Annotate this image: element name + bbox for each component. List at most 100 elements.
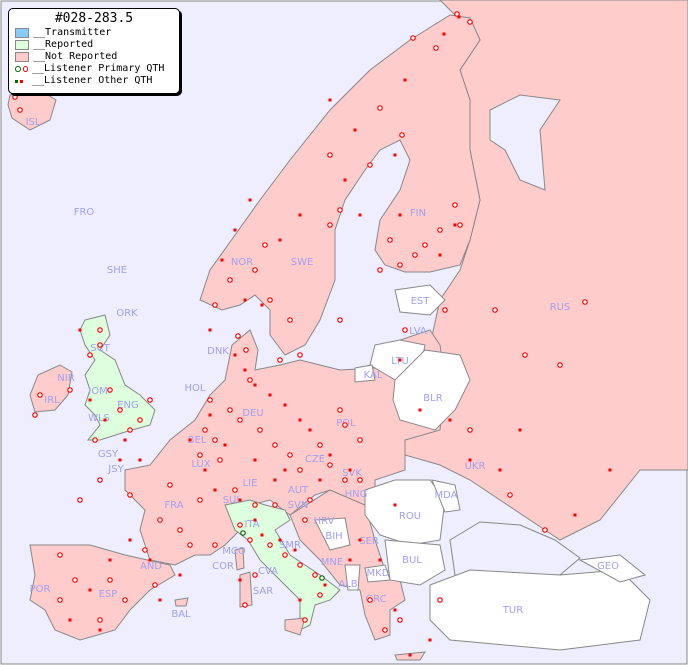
- country-label-bih: BIH: [325, 531, 342, 542]
- listener-primary-qth-marker: [212, 437, 218, 443]
- listener-other-qth-marker: [403, 78, 407, 82]
- listener-other-qth-marker: [393, 608, 397, 612]
- listener-primary-qth-marker: [212, 542, 218, 548]
- listener-primary-qth-marker: [397, 617, 403, 623]
- country-label-smr: SMR: [279, 540, 301, 551]
- legend-label: __Listener Other QTH: [32, 75, 153, 86]
- country-label-geo: GEO: [597, 561, 619, 572]
- listener-primary-qth-marker: [127, 427, 133, 433]
- country-label-sui: SUI: [223, 495, 240, 506]
- legend-label: __Listener Primary QTH: [32, 63, 165, 74]
- listener-primary-qth-marker: [327, 152, 333, 158]
- country-label-hng: HNG: [345, 489, 368, 500]
- listener-other-qth-marker: [457, 15, 461, 19]
- estonia-region: [394, 284, 446, 316]
- country-label-ork: ORK: [116, 308, 138, 319]
- listener-primary-qth-marker: [17, 107, 23, 113]
- country-label-mco: MCO: [222, 546, 246, 557]
- legend-reported: __Reported: [15, 39, 179, 51]
- listener-primary-qth-marker: [157, 517, 163, 523]
- country-label-svn: SVN: [288, 500, 309, 511]
- listener-primary-qth-marker: [302, 517, 308, 523]
- listener-primary-qth-marker: [317, 442, 323, 448]
- listener-primary-qth-marker: [454, 11, 460, 17]
- listener-primary-qth-marker: [342, 422, 348, 428]
- listener-other-qth-marker: [323, 583, 327, 587]
- balearics-region: [174, 597, 189, 607]
- listener-primary-qth-marker: [207, 397, 213, 403]
- listener-primary-qth-marker: [557, 362, 563, 368]
- listener-primary-qth-marker: [452, 202, 458, 208]
- listener-primary-qth-marker: [307, 497, 313, 503]
- country-label-isl: ISL: [26, 117, 41, 128]
- listener-other-qth-marker: [128, 538, 132, 542]
- country-label-bal: BAL: [171, 609, 191, 620]
- listener-other-qth-marker: [498, 468, 502, 472]
- country-label-nir: NIR: [57, 373, 74, 384]
- listener-primary-qth-marker: [237, 522, 243, 528]
- corsica-region: [234, 547, 245, 571]
- moldova-region: [431, 479, 461, 513]
- listener-primary-qth-marker: [277, 357, 283, 363]
- listener-other-qth-marker: [448, 418, 452, 422]
- listener-other-qth-marker: [608, 468, 612, 472]
- listener-other-qth-marker: [108, 558, 112, 562]
- country-label-and: AND: [140, 561, 162, 572]
- listener-other-qth-marker: [438, 253, 442, 257]
- listener-other-qth-marker: [248, 198, 252, 202]
- listener-primary-qth-marker: [127, 492, 133, 498]
- scandinavia-region: [199, 14, 481, 356]
- listener-other-qth-marker: [253, 383, 257, 387]
- listener-primary-qth-marker: [92, 437, 98, 443]
- listener-primary-qth-marker-reported: [319, 575, 325, 581]
- sardinia-region: [239, 571, 253, 608]
- country-label-bul: BUL: [402, 555, 422, 566]
- listener-primary-qth-marker: [272, 442, 278, 448]
- country-label-grc: GRC: [365, 594, 386, 605]
- legend-other-qth: __Listener Other QTH: [15, 75, 179, 87]
- country-label-wls: WLS: [88, 413, 110, 424]
- listener-other-qth-marker: [203, 468, 207, 472]
- country-label-gsy: GSY: [98, 449, 119, 460]
- listener-primary-qth-marker: [297, 562, 303, 568]
- listener-other-qth-marker: [353, 128, 357, 132]
- listener-primary-qth-marker: [202, 427, 208, 433]
- listener-primary-qth-marker: [187, 542, 193, 548]
- listener-primary-qth-marker: [442, 307, 448, 313]
- other-qth-icon: [15, 79, 28, 83]
- listener-primary-qth-marker: [457, 222, 463, 228]
- listener-primary-qth-marker: [12, 94, 18, 100]
- listener-other-qth-marker: [408, 653, 412, 657]
- listener-primary-qth-marker: [467, 427, 473, 433]
- listener-primary-qth-marker: [377, 267, 383, 273]
- country-label-cze: CZE: [305, 454, 325, 465]
- country-label-mda: MDA: [435, 490, 458, 501]
- listener-other-qth-marker: [178, 573, 182, 577]
- listener-other-qth-marker: [328, 98, 332, 102]
- listener-other-qth-marker: [220, 258, 224, 262]
- listener-primary-qth-marker: [367, 162, 373, 168]
- listener-other-qth-marker: [318, 478, 322, 482]
- listener-other-qth-marker: [243, 298, 247, 302]
- listener-other-qth-marker: [213, 488, 217, 492]
- country-label-sar: SAR: [253, 586, 273, 597]
- listener-primary-qth-marker: [297, 467, 303, 473]
- country-label-cor: COR: [212, 561, 234, 572]
- listener-primary-qth-marker: [37, 392, 43, 398]
- listener-primary-qth-marker: [317, 592, 323, 598]
- listener-other-qth-marker: [283, 403, 287, 407]
- listener-other-qth-marker: [358, 213, 362, 217]
- country-label-aut: AUT: [288, 485, 309, 496]
- primary-qth-icon: [15, 66, 28, 72]
- kaliningrad-region: [354, 364, 376, 383]
- bulgaria-region: [384, 539, 446, 586]
- listener-other-qth-marker: [68, 618, 72, 622]
- country-label-alb: ALB: [338, 579, 357, 590]
- listener-other-qth-marker: [238, 498, 242, 502]
- listener-primary-qth-marker: [32, 412, 38, 418]
- country-label-mkd: MKD: [367, 568, 390, 579]
- italy-region: [224, 499, 341, 631]
- country-label-est: EST: [411, 296, 431, 307]
- macedonia-region: [364, 564, 391, 583]
